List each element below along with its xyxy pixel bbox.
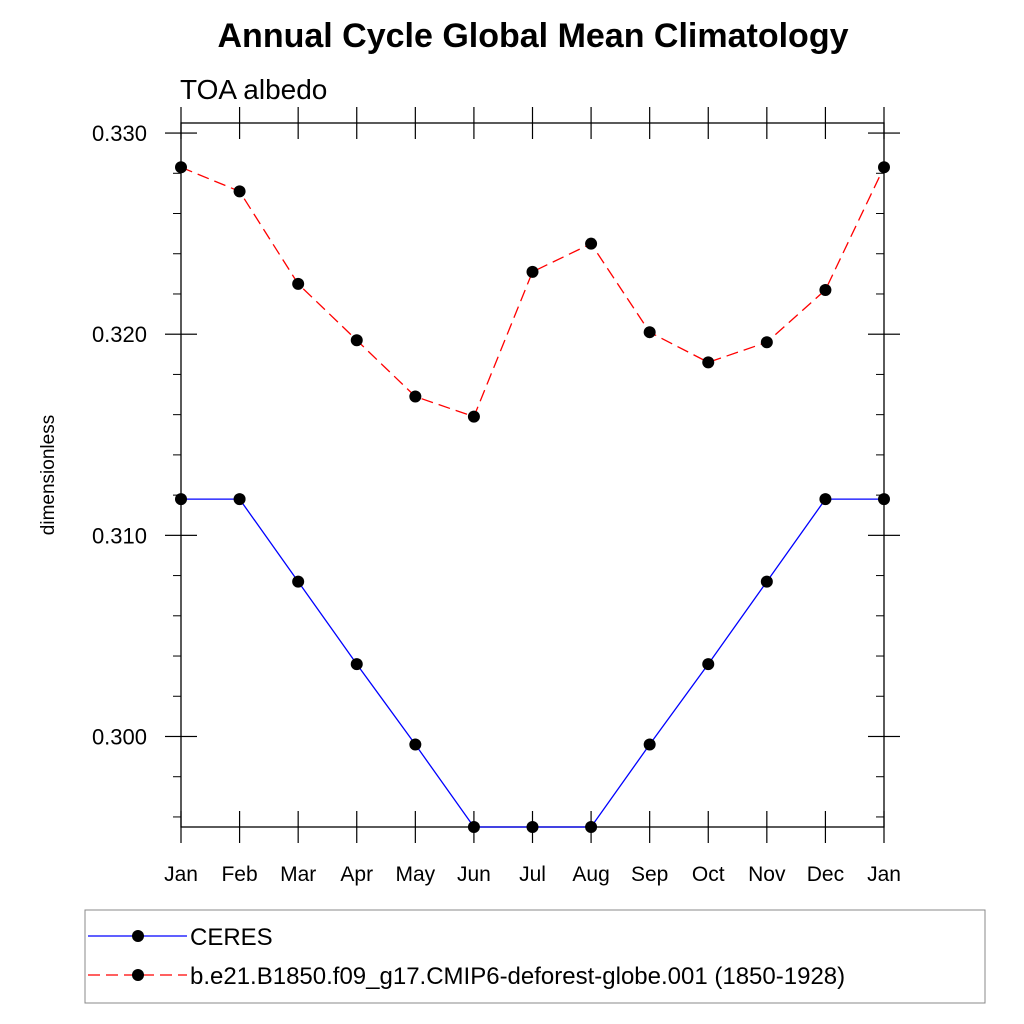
series-1-point: [760, 575, 773, 588]
series-2-point: [878, 161, 890, 174]
y-tick-label: 0.320: [92, 322, 147, 347]
series-2-point: [292, 277, 305, 290]
legend-label-1: CERES: [190, 924, 273, 951]
series-2-point: [819, 283, 832, 296]
series-1-point: [409, 738, 422, 751]
y-tick-label: 0.330: [92, 121, 147, 146]
series-line-1: [181, 498, 884, 828]
series-line-2: [180, 166, 885, 418]
x-tick-label: Jan: [867, 863, 901, 886]
series-2-point: [702, 356, 715, 369]
series-1-point: [526, 821, 539, 833]
x-tick-label: Apr: [340, 863, 373, 886]
series-1-point: [233, 493, 246, 506]
series-2-point: [585, 237, 598, 250]
series-2-point: [526, 265, 539, 278]
series-2-point: [233, 185, 246, 198]
x-tick-label: Jul: [519, 863, 546, 886]
x-tick-label: Sep: [631, 863, 668, 886]
x-tick-label: May: [395, 863, 435, 886]
chart-subtitle: TOA albedo: [180, 74, 327, 105]
series-2-point: [409, 390, 422, 403]
x-tick-label: Oct: [692, 863, 725, 886]
series-2-point: [643, 326, 656, 339]
y-tick-label: 0.300: [92, 724, 147, 749]
x-tick-label: Mar: [280, 863, 316, 886]
plot-area: 0.300 0.310 0.320 0.330 Jan Feb Mar Apr May Jun Ju…: [92, 107, 901, 886]
y-axis-label: dimensionless: [38, 415, 59, 535]
legend: CERES b.e21.B1850.f09_g17.CMIP6-deforest-…: [84, 909, 986, 1004]
series-2-point: [760, 336, 773, 349]
series-1-point: [878, 493, 890, 506]
series-1-point: [702, 658, 715, 671]
x-tick-label: Nov: [748, 863, 786, 886]
legend-label-2: b.e21.B1850.f09_g17.CMIP6-deforest-globe…: [190, 963, 845, 990]
series-1-point: [175, 493, 187, 506]
x-tick-label: Aug: [572, 863, 609, 886]
x-tick-label: Jan: [164, 863, 198, 886]
series-1-point: [350, 658, 363, 671]
series-1-point: [819, 493, 832, 506]
x-tick-label: Dec: [807, 863, 844, 886]
chart-title: Annual Cycle Global Mean Climatology: [218, 17, 849, 55]
series-1-point: [585, 821, 598, 833]
legend-marker-2: [132, 969, 144, 981]
series-1-point: [467, 821, 480, 833]
x-tick-label: Feb: [221, 863, 257, 886]
legend-marker-1: [132, 930, 144, 942]
series-2-point: [350, 334, 363, 347]
plot-frame: [180, 122, 885, 828]
x-tick-label: Jun: [457, 863, 491, 886]
legend-box: [84, 909, 986, 1004]
series-1-point: [643, 738, 656, 751]
series-2-point: [467, 410, 480, 423]
series-1-point: [292, 575, 305, 588]
y-tick-label: 0.310: [92, 523, 147, 548]
series-2-point: [175, 161, 187, 174]
